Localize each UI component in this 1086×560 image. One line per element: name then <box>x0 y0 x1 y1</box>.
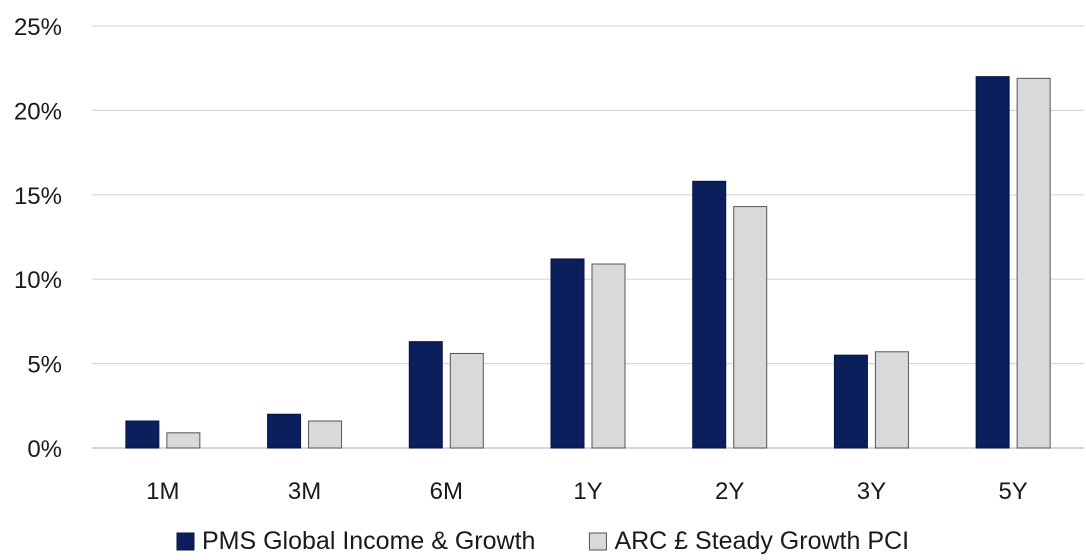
legend: PMS Global Income & Growth ARC £ Steady G… <box>176 527 909 555</box>
legend-label: ARC £ Steady Growth PCI <box>614 527 909 555</box>
bar <box>449 352 484 449</box>
bar <box>733 206 768 449</box>
y-tick-label: 20% <box>14 98 62 125</box>
legend-label: PMS Global Income & Growth <box>202 527 535 555</box>
bar <box>833 354 868 449</box>
y-tick-label: 10% <box>14 267 62 294</box>
gridlines <box>92 25 1084 449</box>
bar <box>591 263 626 449</box>
bar <box>125 420 160 449</box>
x-tick-label: 2Y <box>715 478 744 505</box>
bar <box>408 341 443 449</box>
bar <box>692 180 727 449</box>
bars <box>125 76 1051 449</box>
x-tick-label: 1Y <box>573 478 602 505</box>
y-tick-label: 0% <box>27 436 62 463</box>
bar <box>308 420 343 449</box>
legend-swatch <box>588 532 607 551</box>
x-tick-label: 6M <box>430 478 463 505</box>
y-tick-label: 5% <box>27 352 62 379</box>
x-axis-tick-labels: 1M 3M 6M 1Y 2Y 3Y 5Y <box>146 478 1028 505</box>
x-tick-label: 3M <box>288 478 321 505</box>
x-tick-label: 5Y <box>998 478 1027 505</box>
legend-swatch <box>176 532 195 551</box>
bar <box>267 413 302 449</box>
y-axis-tick-labels: 0% 5% 10% 15% 20% 25% <box>14 14 62 463</box>
bar <box>1016 77 1051 449</box>
x-tick-label: 1M <box>146 478 179 505</box>
y-tick-label: 25% <box>14 14 62 41</box>
bar <box>166 432 201 449</box>
y-tick-label: 15% <box>14 183 62 210</box>
bar <box>550 258 585 449</box>
bar <box>874 351 909 449</box>
bar <box>975 76 1010 449</box>
x-tick-label: 3Y <box>857 478 886 505</box>
